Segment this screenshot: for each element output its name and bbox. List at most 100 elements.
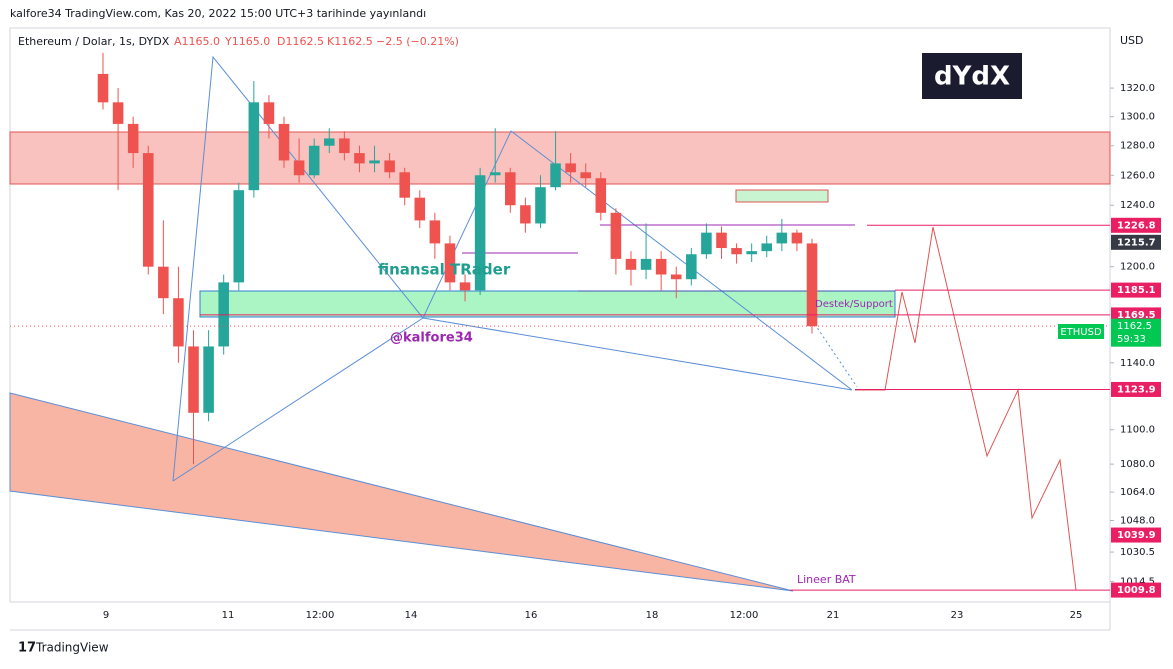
y-tick-label: 1014.5 xyxy=(1120,576,1155,587)
candle-body xyxy=(520,205,531,224)
y-tick-label: 1300.0 xyxy=(1120,112,1155,123)
support-zone xyxy=(199,290,896,318)
level-label: 1226.8 xyxy=(1117,220,1156,231)
support-label: Destek/Support xyxy=(815,299,893,310)
ohlc-value: K1162.5 xyxy=(327,35,373,48)
countdown: 59:33 xyxy=(1117,334,1146,345)
candle-body xyxy=(293,160,305,176)
ohlc-value: D1162.5 xyxy=(277,35,324,48)
candle-body xyxy=(173,298,184,347)
candle-body xyxy=(414,197,426,221)
candle-body xyxy=(203,346,214,413)
footer-brand: TradingView xyxy=(35,641,109,655)
level-label: 1123.9 xyxy=(1117,384,1156,395)
candle-body xyxy=(263,102,275,124)
x-tick-label: 23 xyxy=(951,610,964,621)
level-label: 1039.9 xyxy=(1117,530,1156,541)
y-tick-label: 1064.0 xyxy=(1120,487,1155,498)
currency: USD xyxy=(1120,34,1144,47)
candle-body xyxy=(218,282,229,347)
y-tick-label: 1100.0 xyxy=(1120,425,1155,436)
candle-body xyxy=(308,145,320,176)
current-price-badge xyxy=(1111,318,1161,347)
ohlc-value: A1165.0 xyxy=(174,35,220,48)
bat-triangle xyxy=(9,392,794,592)
candle-body xyxy=(459,282,471,291)
last-bar-label: 1215.7 xyxy=(1117,237,1156,248)
logo: dYdX xyxy=(934,62,1010,92)
candle-body xyxy=(127,123,139,154)
candle-body xyxy=(640,258,652,270)
candle-body xyxy=(580,172,592,179)
candle-body xyxy=(625,258,637,270)
x-tick-label: 25 xyxy=(1070,610,1083,621)
logo-box xyxy=(922,53,1022,99)
x-tick-label: 18 xyxy=(646,610,659,621)
candle-body xyxy=(399,172,410,198)
candle-body xyxy=(248,102,260,191)
y-tick-label: 1200.0 xyxy=(1120,262,1155,273)
candle-body xyxy=(444,243,456,283)
level-label: 1169.5 xyxy=(1117,310,1156,321)
y-tick-label: 1240.0 xyxy=(1120,200,1155,211)
candle-body xyxy=(565,163,576,173)
candle-body xyxy=(505,172,516,206)
y-tick-label: 1280.0 xyxy=(1120,141,1155,152)
candle-body xyxy=(655,258,667,275)
projection-path xyxy=(855,226,1077,591)
ohlc-value: Y1165.0 xyxy=(224,35,270,48)
candle-body xyxy=(489,172,501,176)
level-badge xyxy=(1111,527,1161,543)
candle-body xyxy=(731,248,742,255)
candle-body xyxy=(761,243,773,252)
candle-body xyxy=(746,251,757,255)
candle-body xyxy=(339,138,350,154)
level-badge xyxy=(1111,217,1161,233)
last-bar-badge xyxy=(1111,234,1161,250)
pattern-lines xyxy=(172,55,858,482)
pattern-label: Lineer BAT xyxy=(797,573,856,586)
watermark: finansal TRader xyxy=(378,261,511,279)
level-badge xyxy=(1111,307,1161,323)
ohlc-value: −2.5 (−0.21%) xyxy=(376,35,459,48)
candle-body xyxy=(610,212,622,259)
x-tick-label: 9 xyxy=(103,610,109,621)
candle-body xyxy=(670,274,682,280)
x-tick-label: 16 xyxy=(525,610,538,621)
y-tick-label: 1140.0 xyxy=(1120,358,1155,369)
candle-body xyxy=(550,163,561,188)
x-tick-label: 11 xyxy=(222,610,235,621)
candle-body xyxy=(474,175,486,291)
candle-body xyxy=(595,178,607,213)
publisher: kalfore34 TradingView.com, Kas 20, 2022 … xyxy=(10,7,426,20)
chart-title: Ethereum / Dolar, 1s, DYDX xyxy=(18,35,170,48)
y-tick-label: 1080.0 xyxy=(1120,459,1155,470)
level-label: 1185.1 xyxy=(1117,285,1156,296)
candle-body xyxy=(791,232,803,244)
candle-body xyxy=(323,138,335,146)
candle-body xyxy=(158,266,169,299)
candle-body xyxy=(112,102,124,124)
level-label: 1009.8 xyxy=(1117,585,1156,596)
y-tick-label: 1048.0 xyxy=(1120,516,1155,527)
level-badge xyxy=(1111,381,1161,397)
y-tick-label: 1320.0 xyxy=(1120,83,1155,94)
symbol-badge xyxy=(1058,324,1104,339)
candle-body xyxy=(142,153,154,267)
x-tick-label: 12:00 xyxy=(306,610,335,621)
candle-body xyxy=(384,160,395,173)
y-tick-label: 1260.0 xyxy=(1120,170,1155,181)
target-box xyxy=(735,189,829,203)
symbol: ETHUSD xyxy=(1060,327,1102,338)
y-tick-label: 1030.5 xyxy=(1120,547,1155,558)
handle: @kalfore34 xyxy=(390,331,473,346)
level-badge xyxy=(1111,282,1161,298)
candle-body xyxy=(686,254,697,280)
candle-body xyxy=(716,232,727,249)
current-price-label: 1162.5 xyxy=(1117,321,1152,332)
candle-body xyxy=(188,346,199,413)
x-tick-label: 12:00 xyxy=(730,610,759,621)
candle-body xyxy=(429,220,441,244)
x-tick-label: 14 xyxy=(405,610,418,621)
